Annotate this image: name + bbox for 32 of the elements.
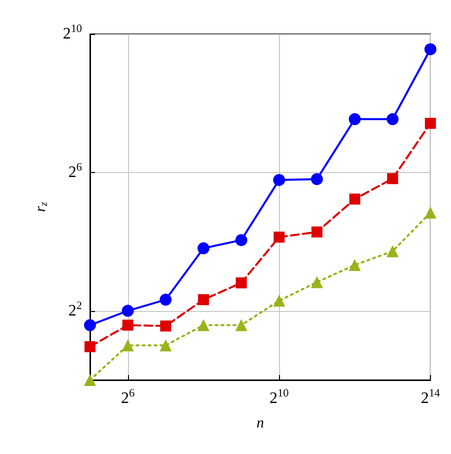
point bbox=[84, 341, 96, 352]
point bbox=[348, 259, 361, 272]
point bbox=[84, 374, 96, 386]
point bbox=[273, 294, 286, 307]
point bbox=[235, 234, 248, 246]
point bbox=[386, 245, 399, 258]
point bbox=[424, 43, 436, 56]
point bbox=[160, 294, 172, 306]
point bbox=[387, 173, 398, 184]
point bbox=[236, 277, 247, 288]
point bbox=[424, 206, 436, 219]
point bbox=[197, 242, 210, 254]
point bbox=[273, 174, 286, 186]
point bbox=[198, 294, 209, 306]
point bbox=[386, 113, 399, 126]
point bbox=[160, 339, 172, 352]
point bbox=[349, 194, 360, 205]
point bbox=[274, 232, 285, 243]
point bbox=[122, 320, 134, 331]
point bbox=[84, 319, 96, 332]
point bbox=[160, 320, 172, 332]
point bbox=[122, 304, 134, 317]
point bbox=[424, 118, 436, 129]
point bbox=[311, 226, 322, 238]
point bbox=[348, 113, 361, 126]
point bbox=[310, 276, 323, 288]
x-axis-title: n bbox=[256, 416, 264, 432]
point bbox=[235, 319, 248, 332]
point bbox=[197, 319, 210, 332]
point bbox=[310, 173, 323, 186]
y-axis-title: rz bbox=[32, 202, 50, 212]
point bbox=[122, 339, 134, 352]
